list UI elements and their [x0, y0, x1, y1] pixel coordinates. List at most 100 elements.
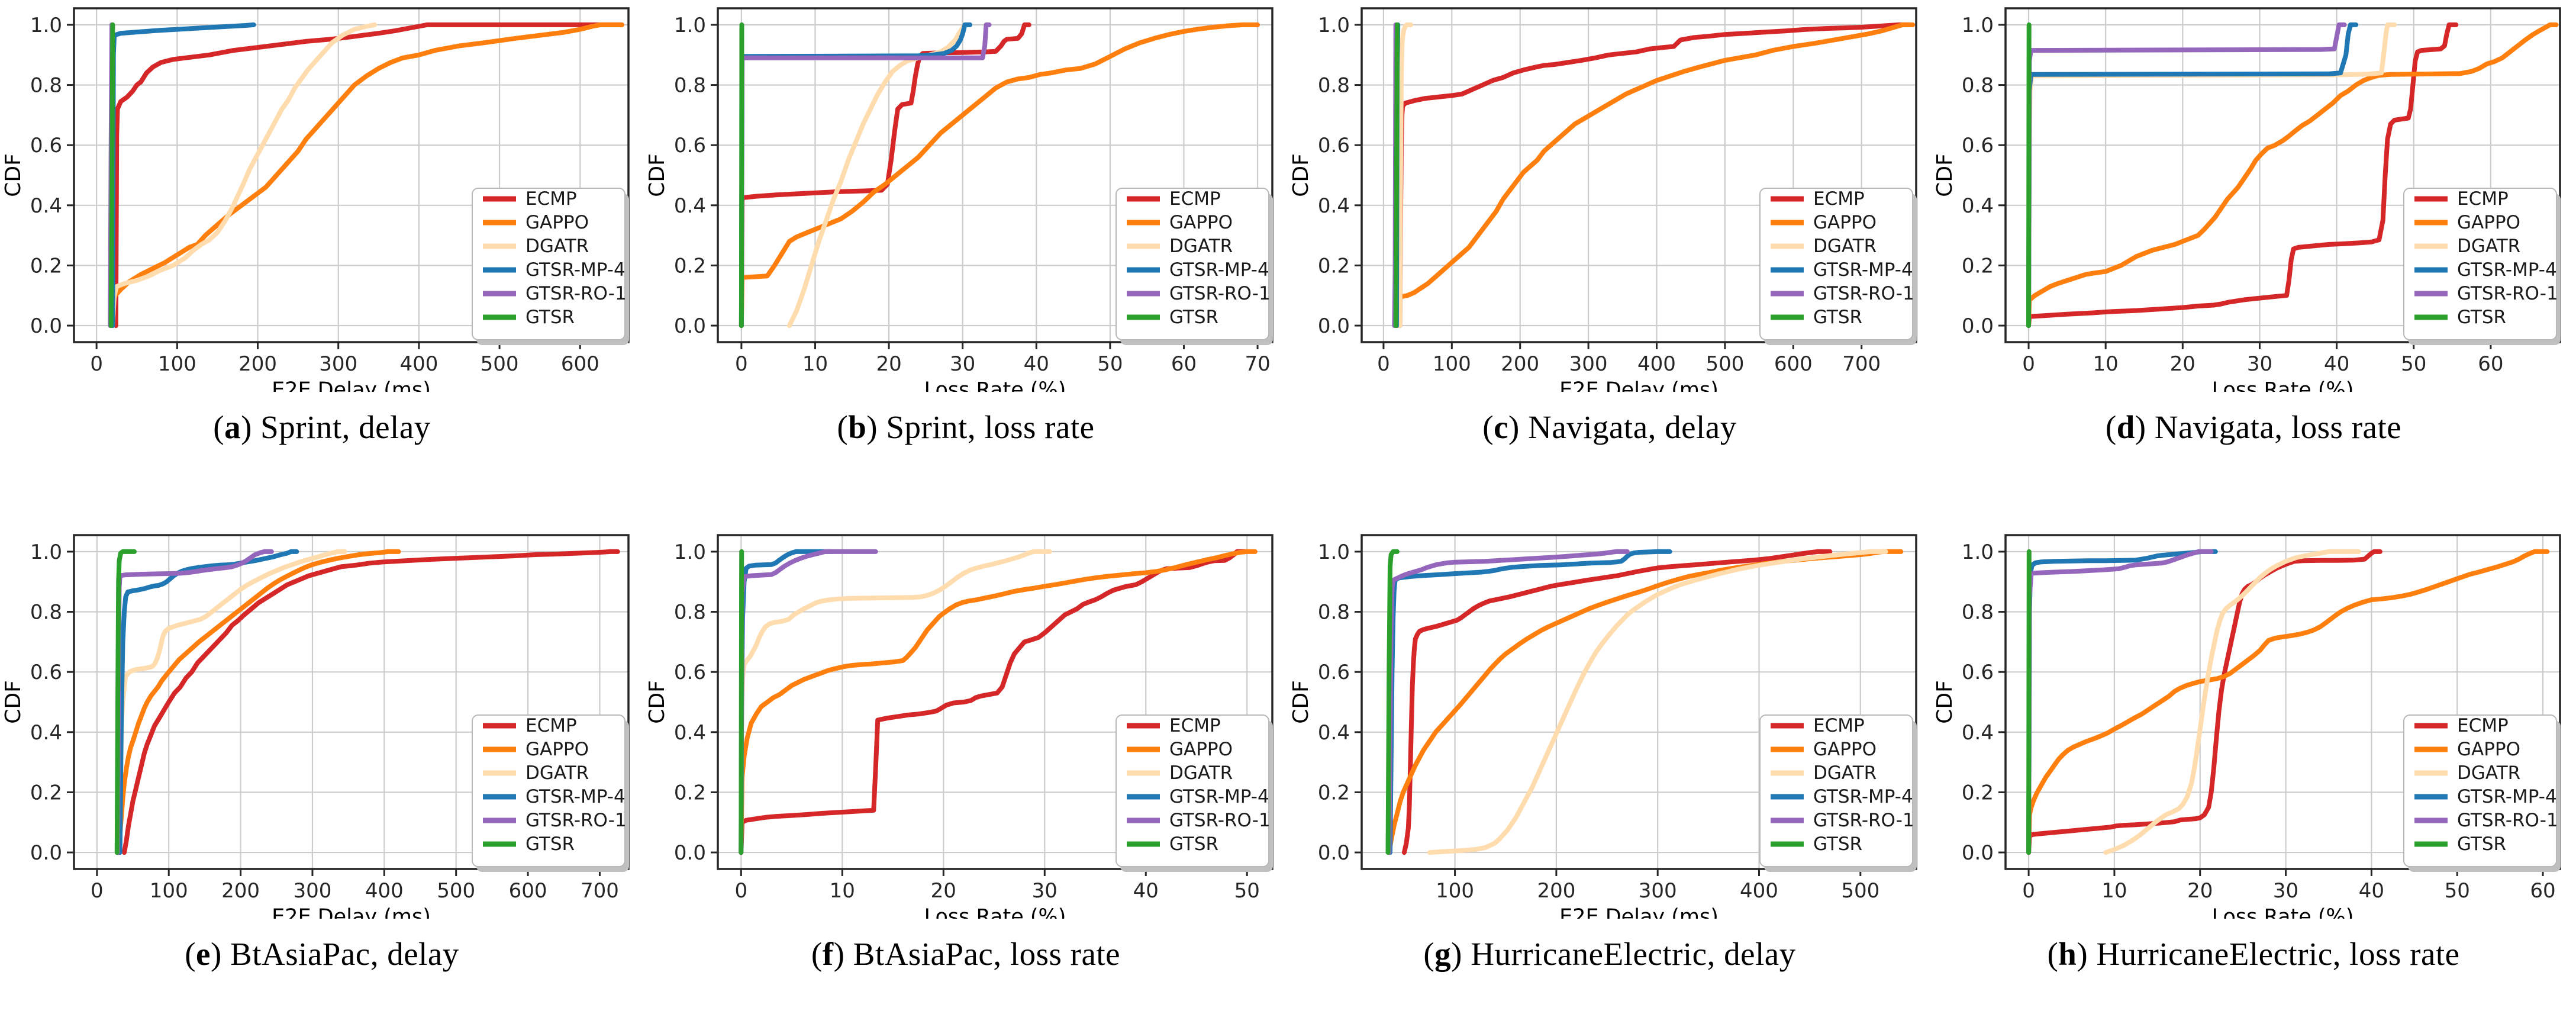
- y-tick-label: 0.2: [1962, 781, 1994, 804]
- legend-box: [1115, 714, 1269, 867]
- x-tick-label: 40: [2324, 352, 2349, 376]
- legend-label-GTSR: GTSR: [2457, 307, 2506, 328]
- y-tick-label: 1.0: [1962, 540, 1994, 564]
- curve-ECMP: [1397, 22, 1912, 329]
- curves: [2026, 22, 2559, 329]
- chart-navigata-delay: 0 100 200 300 400 500 600 700 0.0 0.2 0.4 0.6 0.8 1.0…: [1289, 7, 1917, 392]
- x-axis-label: E2E Delay (ms): [1559, 378, 1719, 392]
- curve-ECMP: [739, 22, 1031, 329]
- curve-GAPPO: [110, 22, 625, 329]
- y-tick-label: 0.4: [1962, 721, 1994, 745]
- curves: [114, 549, 620, 855]
- x-tick-label: 400: [1637, 352, 1676, 376]
- subplot-h: 0 10 20 30 40 50 60 0.0 0.2 0.4 0.6 0.8 1.0 Loss Rate…: [1932, 507, 2575, 1014]
- y-tick-label: 0.0: [30, 314, 62, 338]
- y-tick-label: 0.0: [30, 841, 62, 865]
- legend-label-DGATR: DGATR: [2457, 236, 2520, 257]
- curve-GTSR-RO-1: [1387, 549, 1630, 855]
- x-axis-label: E2E Delay (ms): [272, 905, 431, 919]
- axis-ticks: 0 10 20 30 40 50 60 70 0.0 0.2 0.4 0.6 0.8 1.0: [674, 14, 1271, 376]
- curve-DGATR: [110, 22, 377, 329]
- curve-GAPPO: [2026, 549, 2550, 855]
- chart-btasiapac-loss: 0 10 20 30 40 50 0.0 0.2 0.4 0.6 0.8 1.0 Loss Rate (…: [645, 534, 1274, 919]
- caption-c: (c) Navigata, delay: [1482, 409, 1737, 445]
- y-tick-label: 0.6: [1962, 661, 1994, 684]
- x-axis-label: Loss Rate (%): [924, 905, 1066, 919]
- x-tick-label: 70: [1245, 352, 1270, 376]
- y-tick-label: 1.0: [674, 14, 706, 37]
- y-tick-label: 0.0: [1962, 314, 1994, 338]
- subplot-a: 0 100 200 300 400 500 600 0.0 0.2 0.4 0.6 0.8 1.0 E2E…: [0, 0, 644, 507]
- curve-GTSR-RO-1: [2026, 549, 2214, 855]
- y-tick-label: 0.8: [30, 601, 62, 625]
- x-tick-label: 400: [365, 879, 404, 903]
- curve-GAPPO: [116, 549, 401, 855]
- plot-border: [717, 534, 1274, 870]
- curve-GAPPO: [2026, 22, 2559, 329]
- curve-DGATR: [114, 549, 347, 855]
- x-tick-label: 400: [399, 352, 438, 376]
- y-tick-label: 0.6: [30, 134, 62, 157]
- y-tick-label: 0.6: [1318, 134, 1350, 157]
- legend-label-DGATR: DGATR: [1169, 762, 1233, 784]
- legend-label-ECMP: ECMP: [2457, 715, 2509, 736]
- x-tick-label: 20: [931, 879, 956, 903]
- x-tick-label: 50: [1097, 352, 1123, 376]
- curve-GTSR-RO-1: [739, 549, 878, 855]
- legend-label-GAPPO: GAPPO: [2457, 739, 2520, 760]
- x-tick-label: 100: [150, 879, 188, 903]
- x-tick-label: 100: [1436, 879, 1474, 903]
- x-tick-label: 300: [1639, 879, 1677, 903]
- y-tick-label: 0.8: [1962, 601, 1994, 625]
- legend-label-GTSR: GTSR: [1813, 833, 1862, 855]
- y-axis-label: CDF: [1933, 153, 1957, 197]
- curve-DGATR: [1397, 22, 1414, 329]
- y-tick-label: 0.0: [1318, 841, 1350, 865]
- legend-label-GAPPO: GAPPO: [2457, 212, 2520, 233]
- x-tick-label: 10: [2093, 352, 2119, 376]
- subplot-d: 0 10 20 30 40 50 60 0.0 0.2 0.4 0.6 0.8 1.0 Loss Rate…: [1932, 0, 2575, 507]
- y-tick-label: 1.0: [30, 14, 62, 37]
- x-tick-label: 300: [1569, 352, 1608, 376]
- y-tick-label: 0.2: [1318, 254, 1350, 278]
- curve-GTSR: [1385, 549, 1400, 855]
- y-tick-label: 0.2: [30, 781, 62, 804]
- y-tick-label: 0.4: [30, 721, 62, 745]
- x-tick-label: 300: [319, 352, 357, 376]
- subplot-e: 0 100 200 300 400 500 600 700 0.0 0.2 0.4 0.6 0.8 1.0…: [0, 507, 644, 1014]
- caption-b: (b) Sprint, loss rate: [837, 409, 1095, 445]
- y-axis-label: CDF: [1933, 680, 1957, 724]
- legend-label-GTSR-RO-1: GTSR-RO-1: [525, 810, 627, 831]
- legend-label-GTSR-RO-1: GTSR-RO-1: [1813, 283, 1914, 304]
- chart-hurricane-delay: 100 200 300 400 500 0.0 0.2 0.4 0.6 0.8 1.0 E2E Del…: [1289, 534, 1917, 919]
- x-tick-label: 500: [1705, 352, 1744, 376]
- x-tick-label: 40: [1024, 352, 1049, 376]
- x-tick-label: 60: [2530, 879, 2555, 903]
- curve-DGATR: [739, 549, 1052, 855]
- curve-GTSR: [739, 22, 744, 329]
- curve-GTSR: [108, 22, 115, 329]
- legend-label-DGATR: DGATR: [525, 236, 589, 257]
- axis-ticks: 0 100 200 300 400 500 600 700 0.0 0.2 0.4 0.6 0.8 1.0: [30, 540, 619, 903]
- y-axis-label: CDF: [1, 153, 25, 197]
- x-tick-label: 0: [735, 879, 748, 903]
- y-tick-label: 1.0: [1318, 540, 1350, 564]
- y-axis-label: CDF: [645, 680, 669, 724]
- y-tick-label: 0.2: [1318, 781, 1350, 804]
- y-tick-label: 1.0: [1962, 14, 1994, 37]
- curves: [2026, 549, 2550, 855]
- legend-label-GAPPO: GAPPO: [1169, 212, 1233, 233]
- x-tick-label: 200: [238, 352, 277, 376]
- legend-label-DGATR: DGATR: [525, 762, 589, 784]
- x-tick-label: 40: [1133, 879, 1159, 903]
- x-tick-label: 500: [1841, 879, 1879, 903]
- legend-label-GTSR-MP-4: GTSR-MP-4: [1813, 259, 1913, 281]
- curve-ECMP: [2026, 549, 2382, 855]
- y-tick-label: 0.0: [1962, 841, 1994, 865]
